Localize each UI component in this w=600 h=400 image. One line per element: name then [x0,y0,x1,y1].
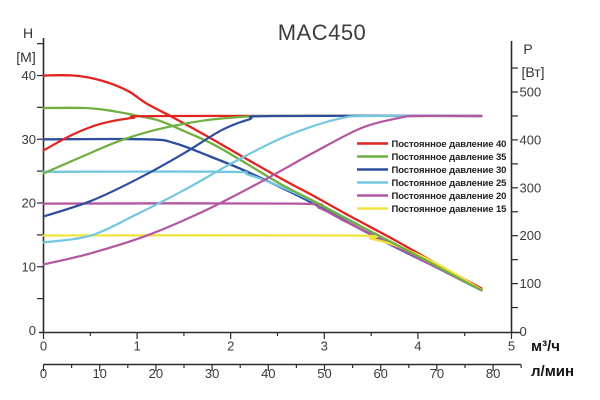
x-axis-secondary-unit: л/мин [531,363,574,380]
x-secondary-tick-label: 70 [430,366,444,381]
chart-title: MAC450 [278,20,367,45]
x-secondary-tick-label: 40 [261,366,275,381]
x-primary-tick-label: 4 [414,339,421,354]
legend-label: Постоянное давление 30 [392,165,507,176]
left-axis-tick-label: 0 [29,323,36,338]
head-curve-20 [42,202,483,292]
legend: Постоянное давление 40 Постоянное давлени… [357,139,507,215]
x-axis-primary-unit: м³/ч [531,338,560,355]
legend-label: Постоянное давление 40 [392,139,507,150]
right-axis-tick-label: 200 [520,228,542,243]
left-axis-tick-label: 30 [22,132,36,147]
x-primary-tick-label: 2 [227,339,234,354]
power-curve-25 [42,114,483,244]
left-axis-unit: [M] [16,49,35,65]
legend-item-20: Постоянное давление 20 [357,191,506,202]
x-secondary-tick-label: 30 [205,366,219,381]
legend-label: Постоянное давление 20 [392,191,507,202]
x-primary-tick-label: 3 [321,339,328,354]
right-axis-tick-label: 100 [520,276,542,291]
legend-item-35: Постоянное давление 35 [357,152,507,163]
right-axis-tick-label: 0 [520,324,527,339]
left-axis-name: H [23,25,33,41]
legend-label: Постоянное давление 15 [392,204,508,215]
left-axis-tick-label: 40 [22,68,36,83]
right-axis-tick-label: 400 [520,132,542,147]
right-axis-tick-label: 300 [520,180,542,195]
legend-item-30: Постоянное давление 30 [357,165,506,176]
x-secondary-tick-label: 10 [92,366,106,381]
right-axis-unit: [Вт] [521,64,544,80]
right-axis-tick-label: 500 [520,85,542,100]
head-curve-15 [42,234,483,291]
x-primary-tick-label: 5 [508,339,515,354]
x-secondary-tick-label: 80 [486,366,500,381]
x-secondary-tick-label: 60 [373,366,387,381]
power-curve-30 [42,114,483,218]
right-axis-name: P [523,41,532,57]
x-primary-tick-label: 1 [133,339,140,354]
curves [42,73,483,292]
x-secondary-tick-label: 50 [317,366,331,381]
x-secondary-tick-label: 0 [40,366,47,381]
head-curve-25 [42,170,483,292]
legend-item-25: Постоянное давление 25 [357,178,507,189]
left-axis-tick-label: 20 [22,196,36,211]
left-axis-tick-label: 10 [22,259,36,274]
power-curve-20 [42,114,483,266]
legend-item-15: Постоянное давление 15 [357,204,507,215]
legend-label: Постоянное давление 35 [392,152,508,163]
x-primary-tick-label: 0 [40,339,47,354]
x-secondary-tick-label: 20 [149,366,163,381]
head-curve-40 [42,73,483,290]
legend-item-40: Постоянное давление 40 [357,139,506,150]
legend-label: Постоянное давление 25 [392,178,508,189]
